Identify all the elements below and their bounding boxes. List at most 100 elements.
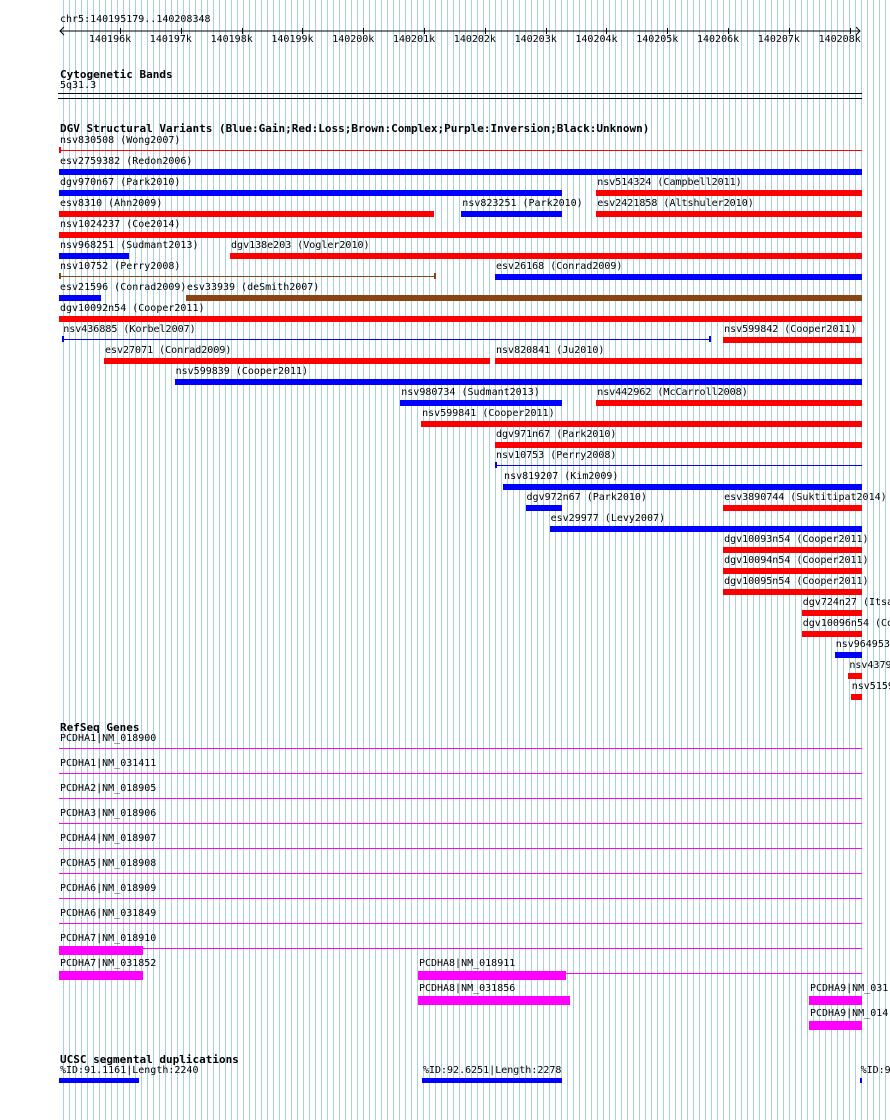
grid-line: [537, 0, 538, 1120]
grid-line: [507, 0, 508, 1120]
dgv-feature-bar[interactable]: [525, 505, 563, 511]
grid-line: [435, 0, 436, 1120]
gene-intron-line[interactable]: [59, 823, 862, 824]
dgv-feature-bar[interactable]: [400, 400, 563, 406]
grid-line: [519, 0, 520, 1120]
dgv-feature-bar[interactable]: [596, 400, 862, 406]
grid-line: [99, 0, 100, 1120]
grid-line: [711, 0, 712, 1120]
gene-intron-line[interactable]: [59, 923, 862, 924]
dgv-feature-line[interactable]: [62, 339, 712, 340]
dgv-feature-bar[interactable]: [421, 421, 862, 427]
dgv-feature-bar[interactable]: [495, 274, 862, 280]
grid-line: [279, 0, 280, 1120]
gene-exon[interactable]: [59, 971, 143, 980]
grid-line: [675, 0, 676, 1120]
grid-line: [231, 0, 232, 1120]
ruler-tick-label: 140206k: [697, 34, 740, 45]
dgv-feature-bar[interactable]: [723, 589, 862, 595]
gene-intron-line[interactable]: [59, 748, 862, 749]
segdup-bar[interactable]: [59, 1078, 140, 1083]
dgv-feature-bar[interactable]: [801, 610, 862, 616]
ruler-tick: [363, 28, 365, 34]
dgv-feature-bar[interactable]: [495, 358, 862, 364]
grid-line: [777, 0, 778, 1120]
dgv-feature-bar[interactable]: [723, 505, 862, 511]
dgv-feature-bar[interactable]: [185, 295, 862, 301]
gene-intron-line[interactable]: [59, 948, 862, 949]
gene-exon[interactable]: [809, 996, 862, 1005]
grid-line: [567, 0, 568, 1120]
refseq-track-title[interactable]: RefSeq Genes: [60, 721, 140, 734]
dgv-feature-line[interactable]: [59, 150, 862, 151]
gene-exon[interactable]: [809, 1021, 862, 1030]
ruler-tick: [484, 28, 486, 34]
dgv-feature-bar[interactable]: [59, 253, 129, 259]
segdup-bar[interactable]: [421, 1078, 563, 1083]
gene-intron-line[interactable]: [59, 848, 862, 849]
dgv-feature-line[interactable]: [59, 276, 436, 277]
dgv-feature-bar[interactable]: [59, 190, 562, 196]
dgv-feature-bar[interactable]: [834, 652, 862, 658]
grid-line: [93, 0, 94, 1120]
dgv-feature-bar[interactable]: [59, 232, 862, 238]
dgv-feature-label: nsv964953: [835, 639, 890, 650]
dgv-feature-bar[interactable]: [59, 211, 434, 217]
dgv-feature-bar[interactable]: [723, 547, 862, 553]
dgv-feature-label: dgv971n67 (Park2010): [496, 429, 617, 440]
gene-intron-line[interactable]: [59, 798, 862, 799]
grid-line: [885, 0, 886, 1120]
segdup-track-title[interactable]: UCSC segmental duplications: [60, 1053, 239, 1066]
cyto-track-title[interactable]: Cytogenetic Bands: [60, 68, 173, 81]
grid-line: [603, 0, 604, 1120]
grid-line: [195, 0, 196, 1120]
dgv-feature-bar[interactable]: [103, 358, 491, 364]
dgv-feature-bar[interactable]: [59, 169, 862, 175]
grid-line: [381, 0, 382, 1120]
grid-line: [699, 0, 700, 1120]
gene-label: PCDHA7|NM_031852: [60, 958, 157, 969]
grid-line: [693, 0, 694, 1120]
grid-line: [831, 0, 832, 1120]
gene-intron-line[interactable]: [417, 973, 862, 974]
grid-line: [669, 0, 670, 1120]
gene-label: PCDHA6|NM_018909: [60, 883, 157, 894]
dgv-feature-bar[interactable]: [495, 442, 862, 448]
grid-line: [879, 0, 880, 1120]
gene-exon[interactable]: [59, 946, 143, 955]
gene-intron-line[interactable]: [59, 898, 862, 899]
dgv-feature-bar[interactable]: [503, 484, 862, 490]
dgv-feature-bar[interactable]: [850, 694, 862, 700]
dgv-feature-line[interactable]: [495, 465, 862, 466]
grid-line: [345, 0, 346, 1120]
dgv-track-title[interactable]: DGV Structural Variants (Blue:Gain;Red:L…: [60, 122, 650, 135]
dgv-feature-bar[interactable]: [596, 190, 862, 196]
dgv-feature-bar[interactable]: [801, 631, 862, 637]
gene-label: PCDHA1|NM_018900: [60, 733, 157, 744]
gene-exon[interactable]: [417, 996, 570, 1005]
gene-intron-line[interactable]: [59, 873, 862, 874]
segdup-bar[interactable]: [859, 1078, 862, 1083]
dgv-feature-label: dgv10096n54 (Co: [802, 618, 890, 629]
dgv-feature-bar[interactable]: [461, 211, 562, 217]
ruler-tick-label: 140202k: [453, 34, 496, 45]
grid-line: [525, 0, 526, 1120]
gene-exon[interactable]: [417, 971, 566, 980]
grid-line: [249, 0, 250, 1120]
dgv-feature-bar[interactable]: [59, 316, 862, 322]
dgv-feature-bar[interactable]: [848, 673, 862, 679]
dgv-feature-bar[interactable]: [174, 379, 862, 385]
dgv-feature-bar[interactable]: [723, 337, 862, 343]
dgv-feature-bar[interactable]: [230, 253, 862, 259]
dgv-feature-bar[interactable]: [723, 568, 862, 574]
dgv-feature-bar[interactable]: [59, 295, 101, 301]
grid-line: [483, 0, 484, 1120]
grid-line: [327, 0, 328, 1120]
gene-intron-line[interactable]: [59, 773, 862, 774]
grid-line: [489, 0, 490, 1120]
dgv-feature-bar[interactable]: [549, 526, 862, 532]
grid-line: [867, 0, 868, 1120]
dgv-feature-bar[interactable]: [596, 211, 862, 217]
dgv-feature-label: dgv10094n54 (Cooper2011): [724, 555, 869, 566]
